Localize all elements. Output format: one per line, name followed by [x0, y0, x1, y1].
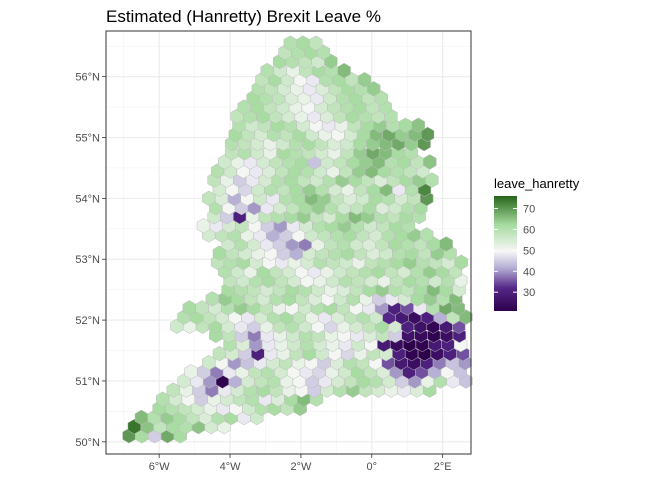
y-tick-label: 53°N [75, 254, 100, 266]
legend-ticks: 30 40 50 60 70 [494, 204, 535, 299]
hex-cell [309, 35, 323, 51]
x-tick-label: 2°E [434, 461, 452, 473]
y-tick-label: 50°N [75, 437, 100, 449]
y-tick-label: 51°N [75, 376, 100, 388]
y-tick-label: 56°N [75, 72, 100, 84]
hex-cell [439, 236, 453, 252]
hex-cell [454, 254, 468, 270]
hex-cell [411, 117, 425, 133]
legend-tick-label: 50 [523, 245, 535, 257]
legend: leave_hanretty 30 40 50 60 70 [494, 176, 580, 311]
x-tick-label: 0° [367, 461, 378, 473]
x-tick-label: 2°W [290, 461, 312, 473]
x-tick-label: 4°W [220, 461, 242, 473]
hex-cell [324, 53, 338, 70]
legend-tick-label: 60 [523, 224, 535, 236]
y-tick-label: 55°N [75, 133, 100, 145]
legend-tick-label: 30 [523, 287, 535, 299]
hex-cell [459, 309, 473, 325]
x-tick-label: 6°W [149, 461, 171, 473]
hex-cell [374, 90, 388, 106]
legend-title: leave_hanretty [494, 176, 580, 191]
hex-cell [337, 62, 351, 79]
panel-border [105, 30, 472, 455]
legend-colorbar [494, 196, 517, 311]
hex-cell [367, 81, 381, 97]
hex-layer [122, 35, 473, 444]
hex-cell [425, 172, 439, 188]
hex-cell [420, 227, 434, 243]
axes: 6°W 4°W 2°W 0° 2°E 50°N 51°N 52°N 53°N 54°N 55°N 56… [75, 30, 472, 473]
hex-cell [420, 126, 435, 143]
y-tick-label: 52°N [75, 315, 100, 327]
legend-tick-label: 40 [523, 266, 535, 278]
y-tick-label: 54°N [75, 193, 100, 205]
chart-title: Estimated (Hanretty) Brexit Leave % [106, 7, 381, 26]
legend-tick-label: 70 [523, 204, 535, 216]
hex-cell [423, 154, 437, 170]
hex-cell [316, 44, 331, 60]
hex-cell [357, 72, 372, 88]
